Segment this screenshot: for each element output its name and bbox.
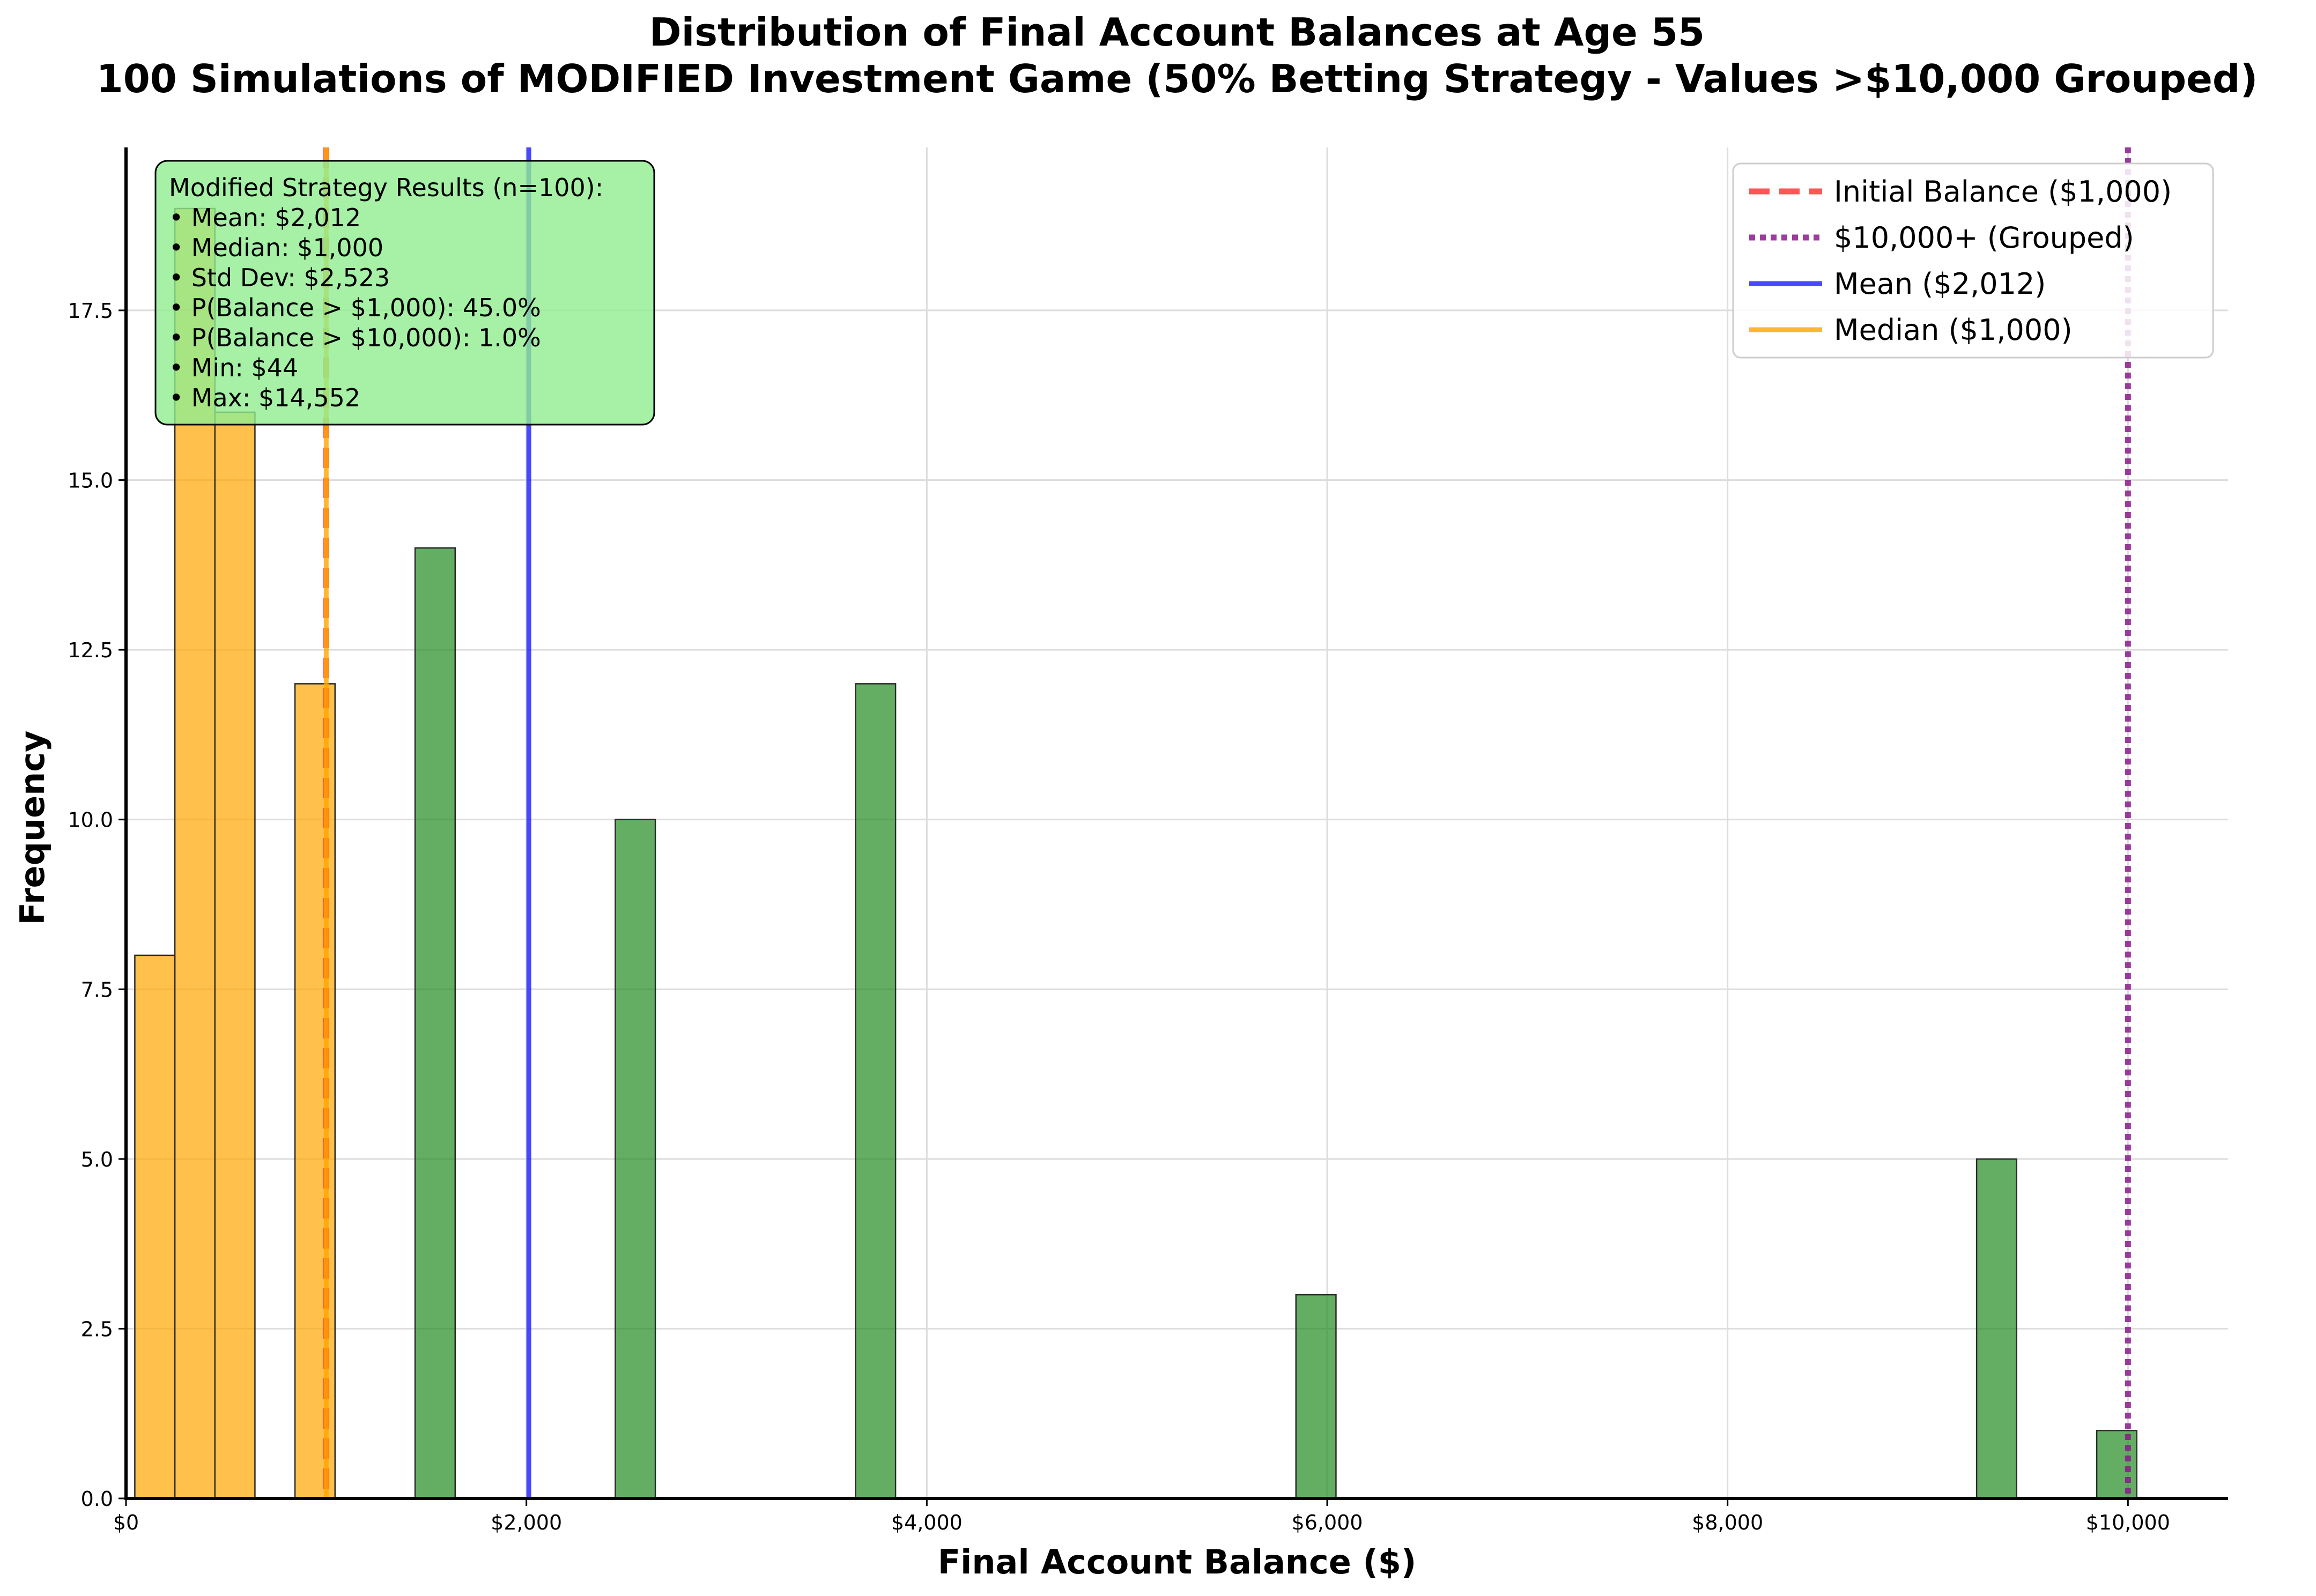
histogram-bar bbox=[1975, 1158, 2018, 1500]
histogram-bar bbox=[134, 954, 176, 1500]
axes bbox=[124, 147, 2228, 1500]
legend-label: Initial Balance ($1,000) bbox=[1834, 175, 2172, 209]
x-tick-label: $8,000 bbox=[1692, 1511, 1763, 1534]
stats-line: Modified Strategy Results (n=100): bbox=[169, 173, 603, 202]
stats-line: • Median: $1,000 bbox=[169, 233, 383, 262]
histogram-bar bbox=[855, 683, 897, 1500]
stats-line: • P(Balance > $1,000): 45.0% bbox=[169, 293, 541, 322]
stats-line: • Mean: $2,012 bbox=[169, 203, 361, 232]
y-tick-label: 15.0 bbox=[68, 469, 113, 493]
y-axis-label: Frequency bbox=[13, 731, 52, 925]
y-axis-ticks: 0.0 2.5 5.0 7.5 10.0 12.5 15.0 17.5 bbox=[68, 299, 126, 1511]
x-axis-label: Final Account Balance ($) bbox=[938, 1542, 1417, 1582]
y-tick-label: 2.5 bbox=[81, 1317, 113, 1341]
stats-line: • Std Dev: $2,523 bbox=[169, 263, 390, 292]
legend: Initial Balance ($1,000) $10,000+ (Groupe… bbox=[1732, 162, 2214, 359]
histogram-bar bbox=[2096, 1430, 2138, 1500]
x-axis-ticks: $0 $2,000 $4,000 $6,000 $8,000 $10,000 bbox=[113, 1498, 2170, 1534]
x-tick-label: $4,000 bbox=[891, 1511, 963, 1534]
x-tick-label: $0 bbox=[113, 1511, 139, 1534]
y-tick-label: 7.5 bbox=[81, 978, 113, 1001]
histogram-bar bbox=[615, 819, 656, 1500]
legend-label: $10,000+ (Grouped) bbox=[1834, 221, 2134, 255]
legend-label: Mean ($2,012) bbox=[1834, 267, 2046, 301]
stats-line: • Max: $14,552 bbox=[169, 383, 360, 412]
y-tick-label: 5.0 bbox=[81, 1148, 113, 1171]
y-tick-label: 12.5 bbox=[68, 639, 113, 662]
x-tick-label: $10,000 bbox=[2086, 1511, 2170, 1534]
stats-box-background bbox=[154, 160, 655, 426]
stats-box: Modified Strategy Results (n=100):• Mean… bbox=[154, 160, 655, 426]
chart-title: Distribution of Final Account Balances a… bbox=[649, 10, 1705, 55]
legend-box bbox=[1732, 162, 2214, 359]
legend-label: Median ($1,000) bbox=[1834, 313, 2073, 347]
stats-line: • Min: $44 bbox=[169, 353, 298, 382]
x-tick-label: $2,000 bbox=[491, 1511, 562, 1534]
y-tick-label: 10.0 bbox=[68, 808, 113, 832]
stats-line: • P(Balance > $10,000): 1.0% bbox=[169, 323, 541, 352]
histogram-bar bbox=[414, 547, 456, 1500]
y-tick-label: 17.5 bbox=[68, 299, 113, 323]
histogram-bar bbox=[1295, 1294, 1337, 1500]
y-tick-label: 0.0 bbox=[81, 1487, 113, 1511]
x-tick-label: $6,000 bbox=[1292, 1511, 1363, 1534]
histogram-bar bbox=[214, 411, 256, 1500]
chart-subtitle: 100 Simulations of MODIFIED Investment G… bbox=[97, 56, 2258, 101]
